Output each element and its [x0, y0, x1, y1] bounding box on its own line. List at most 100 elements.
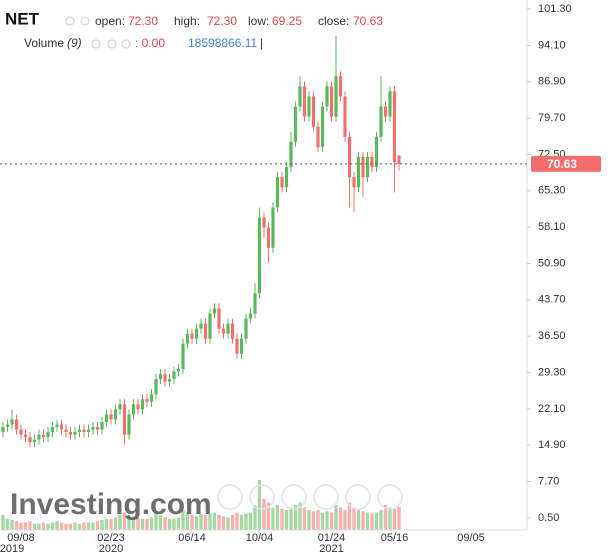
candle-body	[185, 333, 190, 344]
y-tick-label: 29.30	[538, 366, 566, 378]
volume-bar	[194, 516, 199, 530]
y-tick-label: 7.70	[538, 475, 559, 487]
volume-bar	[311, 511, 316, 530]
volume-bar	[91, 522, 95, 530]
candle-body	[289, 141, 293, 168]
y-tick-label: 22.10	[538, 403, 566, 415]
candle-body	[244, 318, 248, 339]
volume-bar	[212, 512, 217, 530]
volume-bar	[10, 520, 14, 530]
candle-body	[307, 96, 311, 117]
volume-bar	[68, 523, 73, 530]
candle-body	[293, 106, 298, 142]
volume-bar	[365, 512, 370, 530]
volume-bar	[113, 517, 118, 530]
volume-bar	[361, 511, 365, 530]
candle-body	[280, 177, 284, 188]
volume-bar	[118, 515, 122, 530]
volume-bar	[55, 521, 59, 530]
volume-period: (9)	[67, 36, 82, 50]
volume-bar	[343, 510, 347, 530]
candle-body	[73, 432, 77, 435]
volume-bar	[352, 507, 356, 530]
candle-body	[145, 399, 149, 402]
volume-bar	[86, 522, 91, 530]
volume-bar	[145, 518, 149, 530]
volume-bar	[302, 507, 307, 530]
candle-body	[140, 399, 145, 410]
volume-bar	[217, 515, 221, 530]
last-price-tag	[531, 155, 601, 172]
candle-body	[397, 155, 401, 164]
volume-bar	[320, 512, 325, 530]
volume-bar	[397, 506, 401, 530]
candle-body	[127, 414, 131, 435]
x-tick-label: 09/05	[457, 532, 485, 544]
candle-body	[235, 338, 239, 354]
candle-body	[1, 427, 5, 433]
y-tick-label: 0.50	[538, 512, 559, 524]
volume-ma: : 0.00	[135, 36, 165, 50]
volume-bar	[347, 502, 352, 530]
x-tick-label: 10/04	[246, 532, 274, 544]
volume-bar	[59, 522, 64, 530]
candle-body	[55, 424, 59, 428]
plot	[1, 35, 401, 530]
candle-body	[266, 227, 271, 248]
volume-bar	[356, 510, 361, 530]
candle-body	[131, 404, 136, 415]
volume-bar	[131, 516, 136, 530]
volume-bar	[280, 508, 284, 530]
volume-bar	[388, 507, 392, 530]
candle-body	[86, 429, 91, 433]
candle-body	[316, 126, 320, 147]
open-label: open:	[95, 14, 125, 28]
candle-body	[365, 156, 370, 178]
volume-bar	[275, 505, 280, 530]
volume-bar	[208, 513, 212, 530]
y-tick-label: 43.70	[538, 294, 566, 306]
volume-bar	[172, 518, 176, 530]
volume-bar	[158, 515, 163, 530]
volume-bar	[293, 505, 298, 530]
candle-body	[158, 374, 163, 380]
candle-body	[239, 338, 244, 354]
volume-bar	[64, 523, 68, 530]
volume-bar	[163, 517, 167, 530]
volume-bar	[176, 517, 181, 530]
volume-bar	[154, 512, 158, 530]
candle-body	[14, 419, 19, 430]
candle-body	[392, 91, 397, 163]
y-tick-label: 14.90	[538, 439, 566, 451]
candle-body	[230, 323, 235, 339]
candle-body	[248, 313, 253, 319]
candle-body	[226, 323, 230, 334]
volume-bar	[41, 522, 46, 530]
candle-body	[217, 308, 221, 329]
candle-body	[275, 177, 280, 208]
x-tick-label: 01/24	[318, 532, 346, 544]
candle-body	[46, 432, 50, 438]
open-value: 72.30	[128, 14, 158, 28]
volume-bar	[257, 480, 262, 530]
volume-bar	[46, 523, 50, 530]
volume-bar	[289, 507, 293, 530]
volume-bar	[316, 510, 320, 530]
y-tick-label: 58.10	[538, 221, 566, 233]
volume-bar	[262, 498, 266, 530]
candle-body	[325, 86, 329, 107]
candle-body	[136, 404, 140, 410]
close-value: 70.63	[353, 14, 383, 28]
volume-bar	[329, 512, 334, 530]
candle-body	[32, 439, 37, 443]
volume-bar	[235, 512, 239, 530]
volume-bar	[248, 512, 253, 530]
bottom-buttons	[217, 484, 403, 510]
volume-bar	[190, 515, 194, 530]
candle-body	[194, 328, 199, 339]
candle-body	[104, 414, 109, 422]
x-year-label: 2019	[0, 543, 24, 554]
candle-body	[113, 409, 118, 420]
volume-bar	[136, 517, 140, 530]
